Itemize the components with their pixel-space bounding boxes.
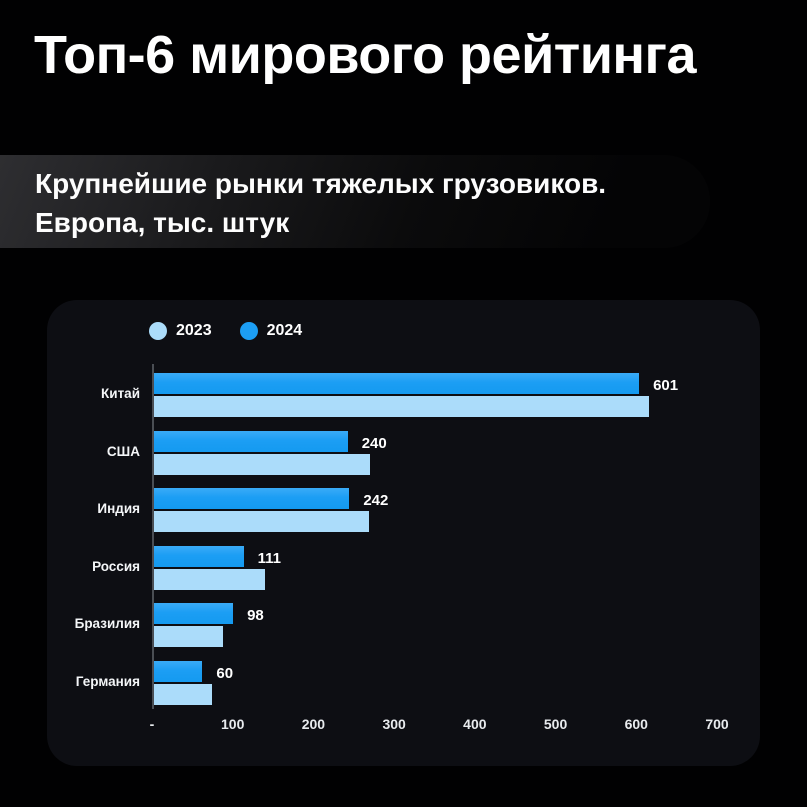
bar-2024-Китай [154, 373, 640, 394]
legend-dot-icon [149, 322, 167, 340]
subtitle-line-1: Крупнейшие рынки тяжелых грузовиков. [35, 168, 607, 199]
subtitle-line-2: Европа, тыс. штук [35, 207, 290, 238]
chart-panel: 2023 2024 Китай 601 США 240 Индия 242 Россия 111… [47, 300, 760, 766]
bar-2024-США [154, 430, 348, 452]
y-axis-line [152, 364, 154, 709]
x-tick-label: 600 [624, 716, 648, 732]
x-tick-label: 200 [301, 716, 326, 732]
bar-2023-США [154, 453, 371, 475]
x-tick-label: 700 [705, 716, 729, 732]
bar-chart-plot: Китай 601 США 240 Индия 242 Россия 111 Бразилия 9… [47, 300, 760, 766]
bar-2024-Россия [154, 545, 244, 567]
x-tick-label: - [149, 716, 155, 732]
bar-2024-Германия [154, 660, 203, 682]
value-label: 242 [363, 492, 389, 509]
value-label: 98 [247, 607, 264, 624]
bar-2023-Германия [154, 683, 213, 705]
value-label: 111 [257, 549, 281, 567]
value-label: 240 [361, 434, 387, 452]
category-label: Россия [92, 558, 140, 574]
category-label: Китай [101, 386, 140, 401]
legend-item-2023: 2023 [149, 322, 212, 340]
bar-2023-Индия [154, 511, 369, 532]
bar-2023-Россия [154, 568, 266, 590]
page-title: Топ-6 мирового рейтинга [34, 25, 697, 85]
legend-label: 2024 [266, 322, 303, 339]
chart-legend: 2023 2024 [149, 322, 302, 340]
legend-item-2024: 2024 [239, 322, 303, 340]
category-label: США [106, 443, 140, 459]
category-label: Бразилия [74, 616, 140, 631]
subtitle-band: Крупнейшие рынки тяжелых грузовиков. Евр… [0, 155, 710, 248]
x-tick-label: 100 [221, 716, 245, 732]
legend-dot-icon [239, 322, 258, 340]
bar-2024-Индия [154, 488, 350, 509]
category-label: Германия [75, 673, 140, 689]
value-label: 60 [216, 664, 234, 682]
value-label: 601 [653, 377, 679, 394]
legend-label: 2023 [176, 322, 212, 339]
category-label: Индия [97, 501, 140, 516]
x-tick-label: 500 [543, 716, 568, 732]
bar-2024-Бразилия [154, 603, 234, 624]
x-tick-label: 300 [382, 716, 406, 732]
bar-2023-Китай [154, 396, 649, 417]
bar-2023-Бразилия [154, 626, 224, 647]
x-tick-label: 400 [463, 716, 487, 732]
